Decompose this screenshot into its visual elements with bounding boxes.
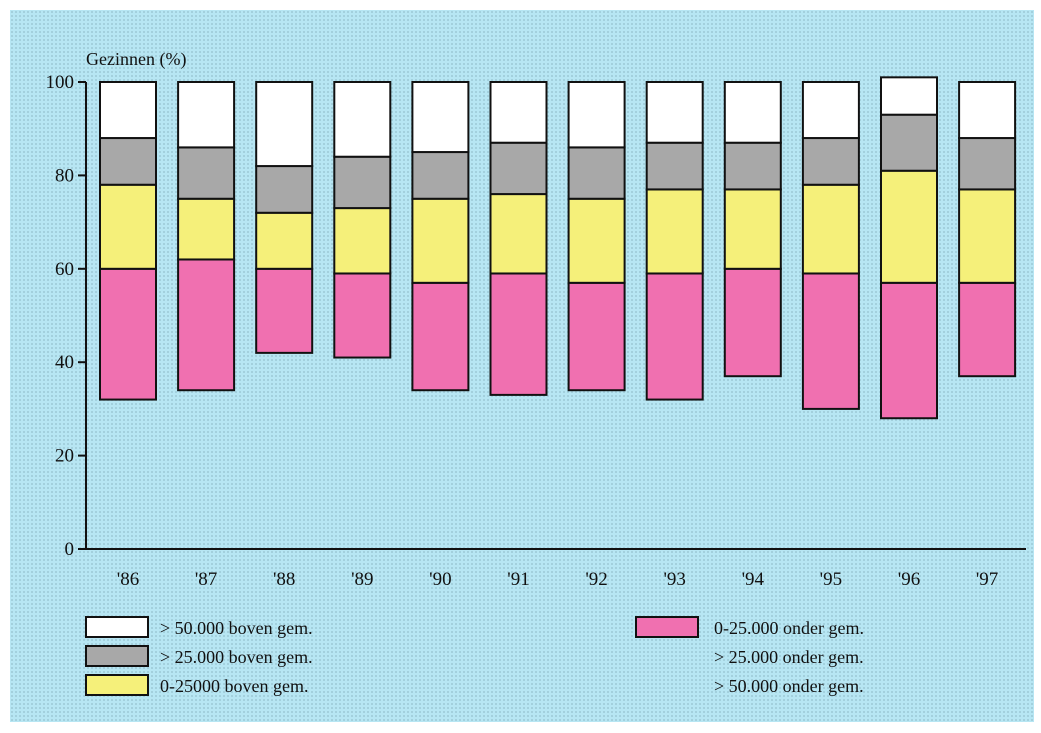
bar-segment-3-9 [801,183,860,275]
bar-segment-4-3 [333,155,392,210]
bar-segment-4-4 [411,151,470,200]
bar-segment-3-10 [880,169,938,284]
bar-segment-2-11 [958,281,1017,378]
bar-segment-4-2 [255,165,314,214]
bar-segment-3-0 [99,183,157,270]
bar-segment-4-8 [723,141,782,191]
bar-segment-5-2 [255,81,314,168]
legend-swatch [85,645,149,667]
y-tick-label: 40 [55,352,74,373]
legend-label: 0-25.000 onder gem. [714,618,864,638]
stacked-bar-chart: Gezinnen (%) '86 '87 '88 '89 '90 '91 '92 '93 '94… [46,49,1026,696]
x-tick-label: '96 [898,569,920,590]
x-tick-label: '86 [117,569,139,590]
bar-segment-3-8 [723,188,782,270]
x-tick-label: '92 [585,569,607,590]
bar-segment-4-1 [177,146,236,200]
legend-label: > 25.000 boven gem. [160,647,313,667]
bar-segment-2-7 [645,272,704,401]
legend-label: > 50.000 boven gem. [160,618,313,638]
y-tick-label: 0 [65,539,75,560]
bar-segment-5-9 [801,81,860,140]
bar-segment-3-6 [567,197,626,284]
legend-swatch [85,616,149,638]
legend-label: > 25.000 onder gem. [714,647,864,667]
bar-segment-3-5 [489,193,548,275]
bar-segment-4-5 [489,141,548,196]
y-axis-title: Gezinnen (%) [86,49,186,70]
x-tick-label: '93 [663,569,685,590]
bar-segment-2-6 [567,281,626,392]
legend-label: > 50.000 onder gem. [714,676,864,696]
bar-segment-2-9 [801,272,860,410]
chart-frame: Gezinnen (%) '86 '87 '88 '89 '90 '91 '92 '93 '94… [10,10,1034,722]
legend: > 50.000 boven gem. > 25.000 boven gem. 0-… [85,616,864,696]
bar-segment-5-10 [880,76,938,116]
x-tick-label: '89 [351,569,373,590]
bar-segment-3-1 [177,197,236,261]
x-tick-label: '95 [820,569,842,590]
bar-segment-3-3 [333,207,392,275]
bar-segment-2-1 [177,258,236,392]
bar-segment-5-8 [723,81,782,144]
bar-segment-5-11 [958,81,1017,140]
bar-segment-5-3 [333,81,392,158]
x-tick-label: '90 [429,569,451,590]
bar-segment-2-5 [489,272,548,396]
bar-segment-2-3 [333,272,392,359]
bar-segment-2-2 [255,267,314,354]
bar-segment-3-7 [645,188,704,275]
legend-label: 0-25000 boven gem. [160,676,308,696]
bar-segment-4-6 [567,146,626,200]
y-tick-label: 100 [46,72,75,93]
x-tick-label: '94 [742,569,765,590]
legend-swatch [635,616,699,638]
bar-segment-5-4 [411,81,470,154]
x-tick-label: '88 [273,569,295,590]
bars-group [99,76,1017,420]
legend-swatch [85,674,149,696]
x-tick-label: '87 [195,569,217,590]
y-tick-label: 80 [55,165,74,186]
bar-segment-3-4 [411,197,470,284]
bar-segment-4-0 [99,137,157,186]
bar-segment-5-1 [177,81,236,149]
bar-segment-5-5 [489,81,548,144]
bar-segment-3-2 [255,211,314,270]
axes-group: '86 '87 '88 '89 '90 '91 '92 '93 '94 '95 '96 '97 0 20 4… [46,72,1026,590]
bar-segment-5-6 [567,81,626,149]
bar-segment-4-11 [958,137,1017,191]
bar-segment-4-10 [880,113,938,172]
bar-segment-2-10 [880,281,938,420]
bar-segment-4-9 [801,137,860,186]
bar-segment-5-0 [99,81,157,140]
bar-segment-3-11 [958,188,1017,284]
bar-segment-4-7 [645,141,704,191]
y-tick-label: 60 [55,259,74,280]
y-tick-label: 20 [55,446,74,467]
bar-segment-5-7 [645,81,704,144]
bar-segment-2-8 [723,267,782,378]
x-tick-label: '91 [507,569,529,590]
bar-segment-2-4 [411,281,470,392]
x-tick-label: '97 [976,569,998,590]
bar-segment-2-0 [99,267,157,401]
